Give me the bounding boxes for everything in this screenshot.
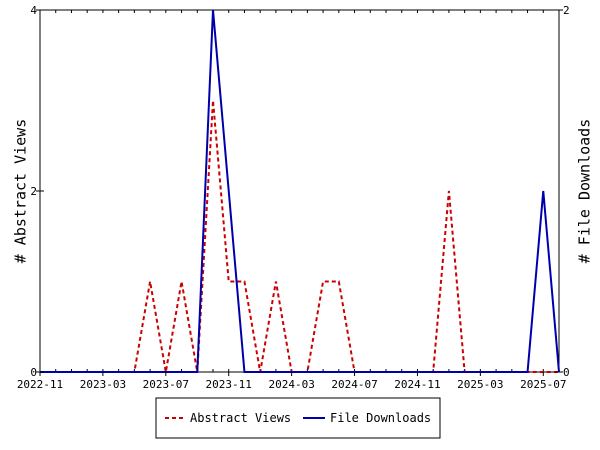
legend-box [155, 397, 441, 439]
legend: Abstract Views File Downloads [155, 397, 441, 439]
plot-frame [39, 9, 560, 373]
y2-tick-label: 0 [563, 366, 570, 379]
x-tick-label: 2025-07 [520, 378, 566, 391]
x-tick-label: 2022-11 [17, 378, 63, 391]
legend-label-abstract-views: Abstract Views [190, 411, 291, 425]
x-tick-label: 2023-11 [206, 378, 252, 391]
y-tick-label: 2 [30, 185, 37, 198]
x-tick-label: 2023-07 [143, 378, 189, 391]
y2-tick-label: 2 [563, 4, 570, 17]
x-tick-label: 2024-07 [331, 378, 377, 391]
legend-label-file-downloads: File Downloads [330, 411, 431, 425]
x-tick-labels: 2022-11 2023-03 2023-07 2023-11 2024-03 2024-… [17, 372, 566, 391]
x-tick-label: 2024-03 [268, 378, 314, 391]
y2-axis-title: # File Downloads [576, 119, 594, 264]
series-layer [40, 9, 560, 373]
x-tick-label: 2023-03 [80, 378, 126, 391]
y2-tick-labels: 02 [555, 4, 570, 379]
series-line-file-downloads [40, 9, 560, 373]
y-tick-labels: 0 2 4 [30, 4, 44, 379]
y-tick-label: 0 [30, 366, 37, 379]
x-tick-label: 2024-11 [394, 378, 440, 391]
y-axis-title: # Abstract Views [12, 119, 30, 264]
y-tick-label: 4 [30, 4, 37, 17]
x-tick-label: 2025-03 [457, 378, 503, 391]
